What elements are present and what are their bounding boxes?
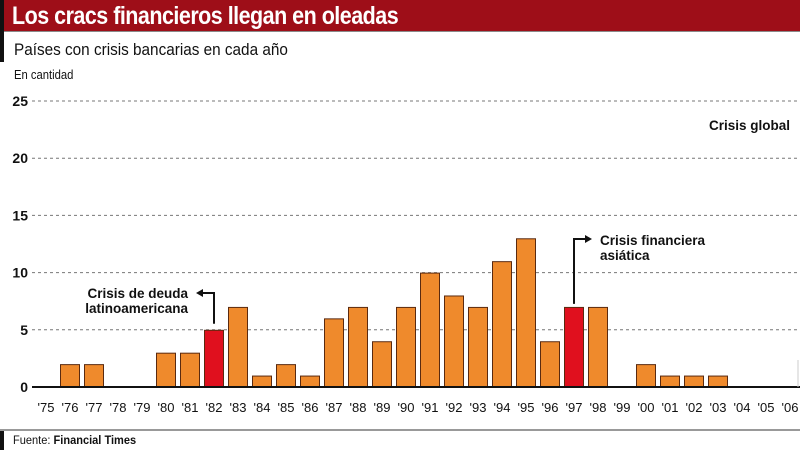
x-tick-label: '81 (182, 400, 199, 415)
bar (588, 306, 608, 388)
source-name: Financial Times (53, 433, 137, 447)
gridlines (32, 100, 800, 331)
y-tick-label: 0 (20, 379, 28, 395)
bar (348, 306, 368, 388)
y-tick-label: 20 (12, 150, 28, 166)
x-tick-label: '87 (326, 400, 343, 415)
x-tick-label: '92 (446, 400, 463, 415)
x-tick-label: '03 (710, 400, 727, 415)
x-tick-label: '76 (62, 400, 79, 415)
bar (60, 364, 80, 388)
x-tick-label: '97 (566, 400, 583, 415)
x-tick-label: '91 (422, 400, 439, 415)
bar (516, 238, 536, 388)
y-tick-label: 15 (12, 207, 28, 223)
bar (708, 375, 728, 388)
annotation-arrow-line (200, 292, 215, 324)
x-tick-label: '02 (686, 400, 703, 415)
bar (252, 375, 272, 388)
x-axis-ticks: '75 '76 '77 '78 '79 '80 '81 '82 '83 '84 '85 '86 '87 '… (38, 400, 799, 415)
y-axis-unit-label: En cantidad (14, 68, 74, 82)
x-tick-label: '82 (206, 400, 223, 415)
x-tick-label: '06 (782, 400, 799, 415)
x-tick-label: '77 (86, 400, 103, 415)
bar (396, 306, 416, 388)
bars (60, 238, 728, 388)
footer-divider (0, 429, 800, 431)
source-note: Fuente: Financial Times (13, 433, 136, 447)
bar (468, 306, 488, 388)
bar (636, 364, 656, 388)
title-banner: Los cracs financieros llegan en oleadas (0, 0, 800, 32)
bar (444, 295, 464, 388)
x-tick-label: '83 (230, 400, 247, 415)
annotation-label: Crisis global (709, 118, 790, 133)
x-tick-label: '99 (614, 400, 631, 415)
x-tick-label: '96 (542, 400, 559, 415)
annotation-label: asiática (600, 248, 650, 263)
x-tick-label: '00 (638, 400, 655, 415)
bar (180, 352, 200, 388)
x-tick-label: '94 (494, 400, 511, 415)
annotation-label: Crisis de deuda (87, 286, 188, 301)
chart-title: Los cracs financieros llegan en oleadas (12, 2, 399, 30)
bar (492, 261, 512, 388)
bar-highlighted (204, 329, 224, 388)
x-tick-label: '01 (662, 400, 679, 415)
bar (324, 318, 344, 388)
bar (84, 364, 104, 388)
x-tick-label: '79 (134, 400, 151, 415)
y-tick-label: 5 (20, 322, 28, 338)
left-accent-rule (0, 0, 4, 62)
bar (660, 375, 680, 388)
x-tick-label: '90 (398, 400, 415, 415)
chart-subtitle: Países con crisis bancarias en cada año (14, 40, 288, 59)
bar (684, 375, 704, 388)
y-axis-ticks: 0 5 10 15 20 25 (12, 93, 28, 395)
annotation-label: latinoamericana (85, 301, 188, 316)
annotation-arrow-line (573, 238, 588, 304)
x-tick-label: '78 (110, 400, 127, 415)
bar-highlighted (564, 306, 584, 388)
bar (420, 272, 440, 388)
x-tick-label: '84 (254, 400, 271, 415)
bar (156, 352, 176, 388)
x-tick-label: '93 (470, 400, 487, 415)
x-tick-label: '95 (518, 400, 535, 415)
arrowhead-left-icon (196, 289, 203, 297)
x-tick-label: '80 (158, 400, 175, 415)
x-tick-label: '85 (278, 400, 295, 415)
y-tick-label: 10 (12, 265, 28, 281)
x-tick-label: '88 (350, 400, 367, 415)
bar (228, 306, 248, 388)
x-tick-label: '05 (758, 400, 775, 415)
x-tick-label: '98 (590, 400, 607, 415)
x-tick-label: '75 (38, 400, 55, 415)
arrowhead-right-icon (585, 235, 592, 243)
y-tick-label: 25 (12, 93, 28, 109)
bar (540, 341, 560, 388)
x-tick-label: '86 (302, 400, 319, 415)
bar (372, 341, 392, 388)
bar (300, 375, 320, 388)
footer-accent-rule (0, 431, 4, 450)
annotation-label: Crisis financiera (600, 233, 706, 248)
x-tick-label: '04 (734, 400, 751, 415)
source-label: Fuente: (13, 433, 51, 447)
x-tick-label: '89 (374, 400, 391, 415)
bar (276, 364, 296, 388)
